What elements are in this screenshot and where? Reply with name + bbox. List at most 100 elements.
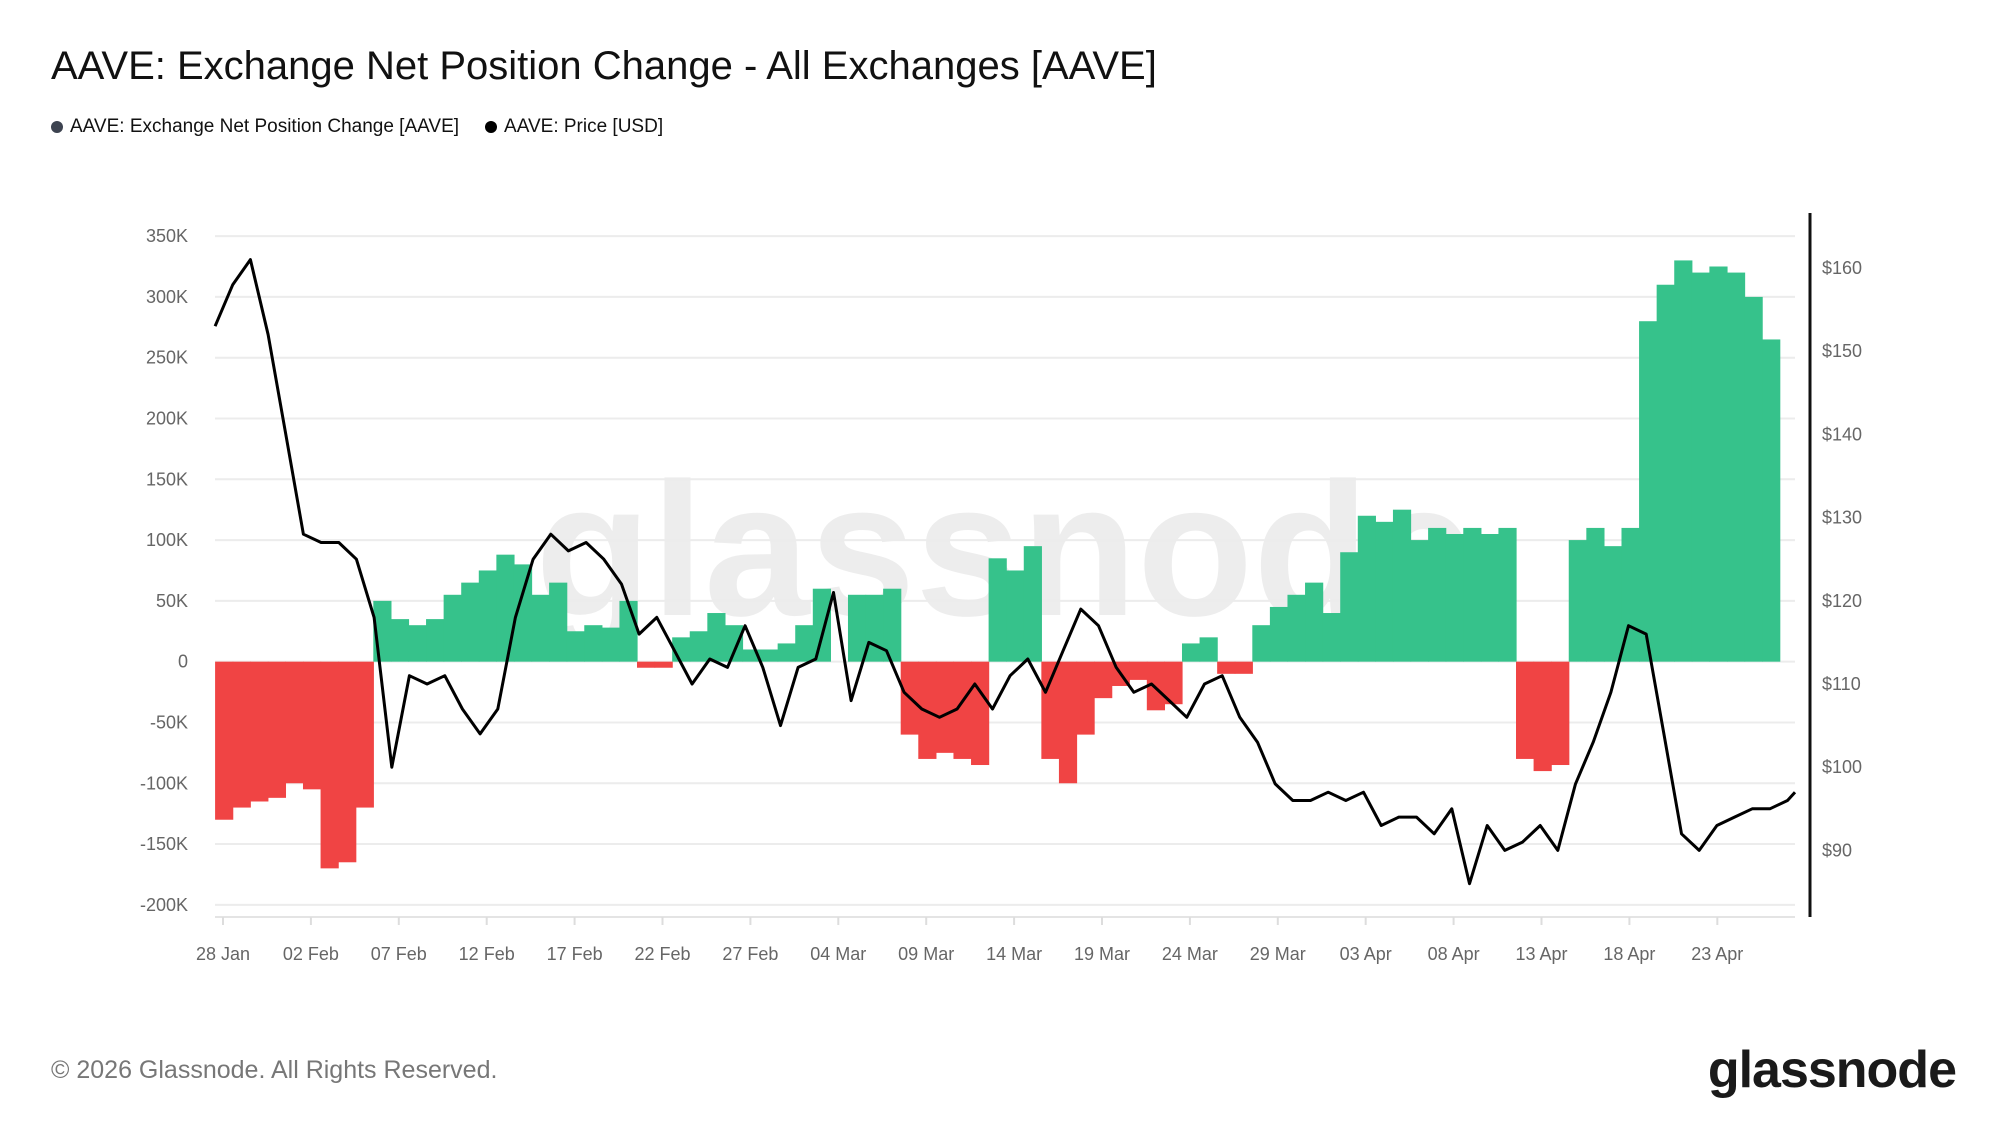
net-position-bar xyxy=(988,558,1007,662)
net-position-bar xyxy=(601,627,621,662)
net-position-bar xyxy=(1269,606,1289,662)
net-position-bar xyxy=(1744,296,1763,662)
net-position-bar xyxy=(250,661,269,802)
net-position-bar xyxy=(1691,272,1710,662)
y-left-tick-label: 300K xyxy=(146,287,188,307)
net-position-bar xyxy=(584,625,603,662)
x-tick-label: 04 Mar xyxy=(810,944,866,964)
net-position-bar xyxy=(1709,266,1728,662)
x-tick-label: 14 Mar xyxy=(986,944,1042,964)
net-position-bar xyxy=(443,594,462,662)
y-left-tick-label: 250K xyxy=(146,348,188,368)
x-tick-label: 19 Mar xyxy=(1074,944,1130,964)
y-left-tick-label: 350K xyxy=(146,226,188,246)
net-position-bar xyxy=(1287,594,1306,662)
net-position-bar xyxy=(1375,521,1394,662)
x-tick-label: 23 Apr xyxy=(1691,944,1743,964)
net-position-bar xyxy=(1463,527,1482,662)
legend-dot-icon xyxy=(485,121,498,133)
net-position-bar xyxy=(513,564,533,662)
net-position-bar xyxy=(338,661,357,863)
net-position-bar xyxy=(285,661,304,784)
net-position-bar xyxy=(1726,272,1746,662)
net-position-bar xyxy=(320,661,339,869)
y-left-tick-label: -150K xyxy=(140,834,188,854)
legend-item-price[interactable]: AAVE: Price [USD] xyxy=(485,116,663,138)
net-position-bar xyxy=(1410,540,1429,662)
net-position-bar xyxy=(689,631,708,662)
x-tick-label: 13 Apr xyxy=(1515,944,1567,964)
net-position-bar xyxy=(426,619,445,662)
net-position-bar xyxy=(1006,570,1025,662)
chart-title: AAVE: Exchange Net Position Change - All… xyxy=(51,44,1157,88)
net-position-bar xyxy=(531,594,550,662)
net-position-bar xyxy=(1586,527,1605,662)
x-tick-label: 12 Feb xyxy=(459,944,515,964)
net-position-bar xyxy=(795,625,814,662)
x-tick-label: 17 Feb xyxy=(547,944,603,964)
net-position-bar xyxy=(566,631,585,662)
y-left-tick-label: 100K xyxy=(146,530,188,550)
net-position-bar xyxy=(1568,540,1587,662)
net-position-bar xyxy=(1129,661,1148,680)
y-right-tick-label: $110 xyxy=(1822,674,1861,694)
y-right-tick-label: $120 xyxy=(1822,591,1862,611)
y-left-tick-label: -50K xyxy=(150,712,188,732)
net-position-bar xyxy=(1603,546,1623,662)
net-position-bar xyxy=(619,600,638,662)
x-tick-label: 29 Mar xyxy=(1250,944,1306,964)
net-position-bar xyxy=(390,619,410,662)
net-position-bar xyxy=(1164,661,1183,705)
net-position-bar xyxy=(215,661,234,820)
net-position-bar xyxy=(408,625,427,662)
net-position-bar xyxy=(1094,661,1113,699)
net-position-bar xyxy=(1480,533,1500,662)
net-position-bar xyxy=(1445,533,1464,662)
net-position-bar xyxy=(496,554,515,662)
legend-item-net-position[interactable]: AAVE: Exchange Net Position Change [AAVE… xyxy=(51,116,459,138)
legend-dot-icon xyxy=(51,121,63,133)
net-position-bar xyxy=(637,661,656,668)
net-position-bar xyxy=(1498,527,1517,662)
net-position-bar xyxy=(1146,661,1166,711)
net-position-bar xyxy=(478,570,497,662)
net-position-bar xyxy=(1058,661,1078,784)
net-position-bar xyxy=(1674,260,1693,662)
y-left-tick-label: 200K xyxy=(146,408,188,428)
legend-label: AAVE: Price [USD] xyxy=(504,116,664,137)
net-position-bar xyxy=(267,661,287,798)
y-left-tick-label: 0 xyxy=(178,652,188,672)
net-position-bar xyxy=(1392,509,1412,662)
x-tick-label: 02 Feb xyxy=(283,944,339,964)
x-tick-label: 08 Apr xyxy=(1428,944,1480,964)
y-left-tick-label: -100K xyxy=(140,773,188,793)
x-tick-label: 28 Jan xyxy=(196,944,250,964)
net-position-bar xyxy=(883,588,902,662)
net-position-bar xyxy=(654,661,673,668)
net-position-bar xyxy=(1762,339,1781,662)
copyright: © 2026 Glassnode. All Rights Reserved. xyxy=(51,1056,498,1084)
net-position-bar xyxy=(461,582,480,662)
net-position-bar xyxy=(1357,515,1376,662)
net-position-bar xyxy=(760,649,779,662)
net-position-bar xyxy=(1340,552,1359,662)
net-position-bar xyxy=(847,594,867,662)
net-position-bar xyxy=(724,625,744,662)
x-tick-label: 22 Feb xyxy=(634,944,690,964)
net-position-bar xyxy=(1023,546,1042,662)
x-tick-label: 24 Mar xyxy=(1162,944,1218,964)
y-left-tick-label: -200K xyxy=(140,895,188,915)
net-position-bar xyxy=(1551,661,1570,766)
net-position-bar xyxy=(232,661,251,808)
y-left-tick-label: 150K xyxy=(146,469,188,489)
net-position-bar xyxy=(1305,582,1324,662)
y-right-tick-label: $100 xyxy=(1822,757,1862,777)
net-position-bar xyxy=(865,594,884,662)
net-position-bar xyxy=(355,661,374,808)
legend: AAVE: Exchange Net Position Change [AAVE… xyxy=(51,116,663,138)
legend-label: AAVE: Exchange Net Position Change [AAVE… xyxy=(70,116,460,137)
net-position-bar xyxy=(971,661,990,766)
net-position-bar xyxy=(1181,643,1201,662)
y-right-tick-label: $160 xyxy=(1822,258,1862,278)
